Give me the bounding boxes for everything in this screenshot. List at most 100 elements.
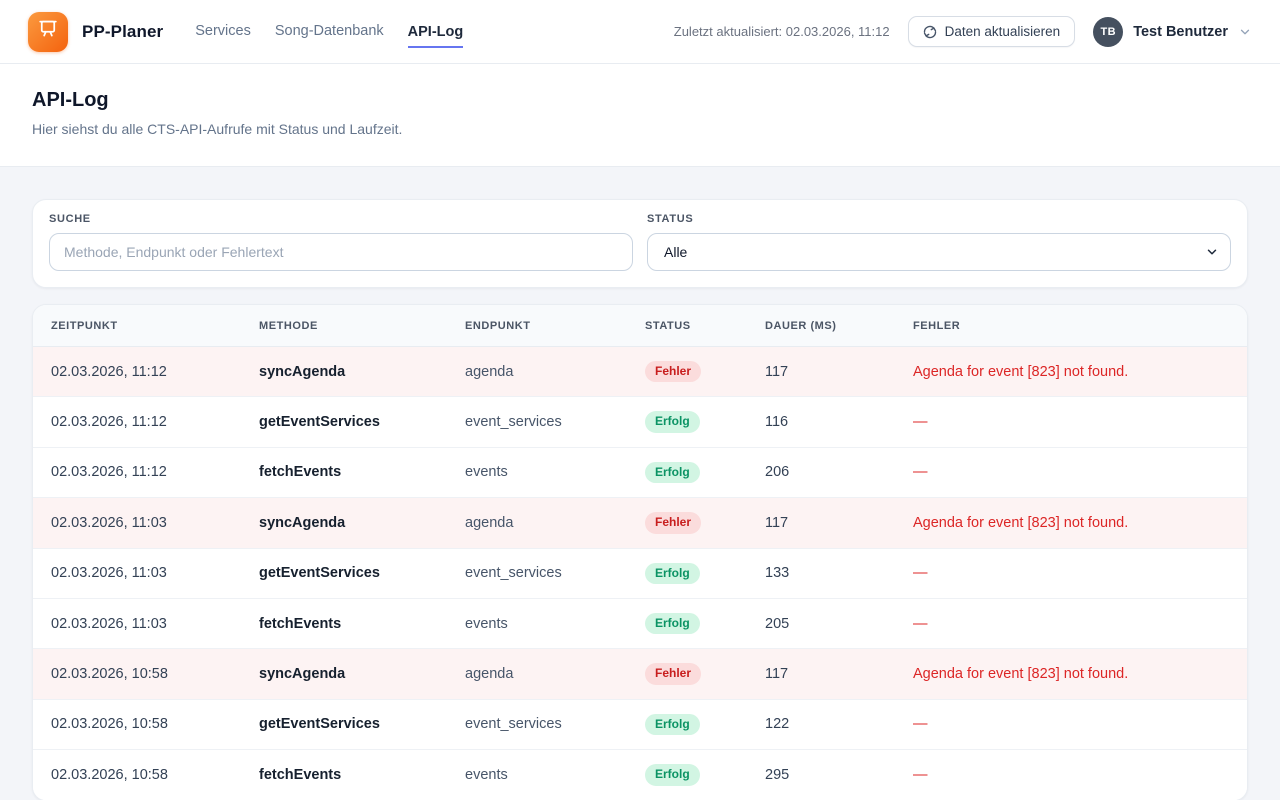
cell-zeitpunkt: 02.03.2026, 10:58: [33, 699, 241, 749]
status-badge: Erfolg: [645, 764, 700, 785]
nav-item-services[interactable]: Services: [195, 23, 251, 41]
column-header-status: Status: [627, 305, 747, 347]
cell-fehler: Agenda for event [823] not found.: [895, 649, 1247, 699]
cell-zeitpunkt: 02.03.2026, 10:58: [33, 750, 241, 800]
search-label: Suche: [49, 213, 633, 225]
cell-dauer: 295: [747, 750, 895, 800]
cell-zeitpunkt: 02.03.2026, 10:58: [33, 649, 241, 699]
cell-status: Erfolg: [627, 598, 747, 648]
status-badge: Fehler: [645, 512, 701, 533]
brand-name: PP-Planer: [82, 22, 163, 42]
table-row: 02.03.2026, 10:58 fetchEvents events Erf…: [33, 750, 1247, 800]
cell-fehler: —: [895, 598, 1247, 648]
status-badge: Erfolg: [645, 563, 700, 584]
cell-status: Fehler: [627, 498, 747, 548]
cell-status: Erfolg: [627, 397, 747, 447]
cell-status: Erfolg: [627, 750, 747, 800]
status-field-group: Status Alle: [647, 213, 1231, 271]
status-badge: Erfolg: [645, 411, 700, 432]
nav-item-song-datenbank[interactable]: Song-Datenbank: [275, 23, 384, 41]
page-title: API-Log: [32, 89, 1248, 112]
cell-fehler: Agenda for event [823] not found.: [895, 498, 1247, 548]
cell-fehler: —: [895, 699, 1247, 749]
presentation-board-icon: [37, 18, 59, 45]
table-row: 02.03.2026, 11:03 getEventServices event…: [33, 548, 1247, 598]
search-input[interactable]: [49, 233, 633, 271]
topbar-right: Zuletzt aktualisiert: 02.03.2026, 11:12 …: [674, 16, 1252, 47]
cell-zeitpunkt: 02.03.2026, 11:12: [33, 397, 241, 447]
cell-endpunkt: events: [447, 598, 627, 648]
refresh-button-label: Daten aktualisieren: [945, 24, 1061, 39]
table-row: 02.03.2026, 10:58 syncAgenda agenda Fehl…: [33, 649, 1247, 699]
cell-methode: syncAgenda: [241, 649, 447, 699]
cell-methode: fetchEvents: [241, 750, 447, 800]
cell-dauer: 133: [747, 548, 895, 598]
user-name: Test Benutzer: [1133, 24, 1228, 40]
status-badge: Fehler: [645, 361, 701, 382]
cell-endpunkt: agenda: [447, 347, 627, 397]
cell-methode: getEventServices: [241, 397, 447, 447]
table-row: 02.03.2026, 11:03 fetchEvents events Erf…: [33, 598, 1247, 648]
cell-fehler: —: [895, 447, 1247, 497]
cell-status: Erfolg: [627, 699, 747, 749]
cell-zeitpunkt: 02.03.2026, 11:03: [33, 498, 241, 548]
cell-dauer: 205: [747, 598, 895, 648]
table-header: Zeitpunkt Methode Endpunkt Status Dauer …: [33, 305, 1247, 347]
cell-status: Erfolg: [627, 447, 747, 497]
search-field-group: Suche: [49, 213, 633, 271]
api-log-table-card: Zeitpunkt Methode Endpunkt Status Dauer …: [32, 304, 1248, 800]
user-menu[interactable]: TB Test Benutzer: [1093, 17, 1252, 47]
status-badge: Fehler: [645, 663, 701, 684]
cell-methode: getEventServices: [241, 548, 447, 598]
cell-dauer: 116: [747, 397, 895, 447]
cell-methode: getEventServices: [241, 699, 447, 749]
table-row: 02.03.2026, 11:03 syncAgenda agenda Fehl…: [33, 498, 1247, 548]
cell-fehler: Agenda for event [823] not found.: [895, 347, 1247, 397]
cell-dauer: 117: [747, 649, 895, 699]
status-badge: Erfolg: [645, 462, 700, 483]
status-label: Status: [647, 213, 1231, 225]
cell-methode: fetchEvents: [241, 447, 447, 497]
refresh-button[interactable]: Daten aktualisieren: [908, 16, 1076, 47]
cell-zeitpunkt: 02.03.2026, 11:03: [33, 548, 241, 598]
cell-methode: syncAgenda: [241, 347, 447, 397]
cell-status: Erfolg: [627, 548, 747, 598]
table-row: 02.03.2026, 11:12 getEventServices event…: [33, 397, 1247, 447]
cell-endpunkt: event_services: [447, 548, 627, 598]
cell-dauer: 206: [747, 447, 895, 497]
page-subtitle: Hier siehst du alle CTS-API-Aufrufe mit …: [32, 121, 1248, 137]
cell-status: Fehler: [627, 649, 747, 699]
cell-dauer: 122: [747, 699, 895, 749]
table-row: 02.03.2026, 11:12 fetchEvents events Erf…: [33, 447, 1247, 497]
status-select[interactable]: Alle: [647, 233, 1231, 271]
cell-fehler: —: [895, 397, 1247, 447]
top-navbar: PP-Planer Services Song-Datenbank API-Lo…: [0, 0, 1280, 64]
cell-fehler: —: [895, 750, 1247, 800]
last-updated-text: Zuletzt aktualisiert: 02.03.2026, 11:12: [674, 24, 890, 39]
cell-zeitpunkt: 02.03.2026, 11:12: [33, 347, 241, 397]
cell-endpunkt: agenda: [447, 498, 627, 548]
cell-endpunkt: event_services: [447, 699, 627, 749]
column-header-fehler: Fehler: [895, 305, 1247, 347]
column-header-endpunkt: Endpunkt: [447, 305, 627, 347]
cell-zeitpunkt: 02.03.2026, 11:03: [33, 598, 241, 648]
status-badge: Erfolg: [645, 613, 700, 634]
cell-zeitpunkt: 02.03.2026, 11:12: [33, 447, 241, 497]
cell-methode: fetchEvents: [241, 598, 447, 648]
api-log-table: Zeitpunkt Methode Endpunkt Status Dauer …: [33, 305, 1247, 800]
status-select-wrap: Alle: [647, 233, 1231, 271]
cell-status: Fehler: [627, 347, 747, 397]
status-badge: Erfolg: [645, 714, 700, 735]
table-row: 02.03.2026, 10:58 getEventServices event…: [33, 699, 1247, 749]
cell-endpunkt: events: [447, 750, 627, 800]
cell-endpunkt: events: [447, 447, 627, 497]
table-row: 02.03.2026, 11:12 syncAgenda agenda Fehl…: [33, 347, 1247, 397]
cell-endpunkt: event_services: [447, 397, 627, 447]
table-body: 02.03.2026, 11:12 syncAgenda agenda Fehl…: [33, 347, 1247, 800]
avatar: TB: [1093, 17, 1123, 47]
main-nav: Services Song-Datenbank API-Log: [195, 23, 463, 41]
cell-dauer: 117: [747, 498, 895, 548]
nav-item-api-log[interactable]: API-Log: [408, 24, 464, 48]
cell-endpunkt: agenda: [447, 649, 627, 699]
column-header-methode: Methode: [241, 305, 447, 347]
